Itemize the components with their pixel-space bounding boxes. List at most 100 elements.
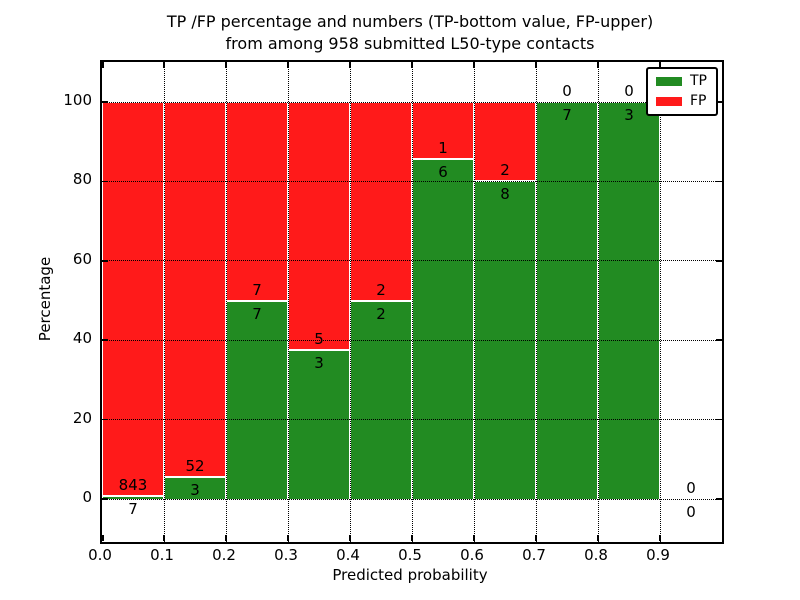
x-tick-top <box>535 62 537 68</box>
chart-title-line1: TP /FP percentage and numbers (TP-bottom… <box>166 12 654 31</box>
tp-count-label-7: 7 <box>562 106 572 124</box>
y-tick-right <box>716 101 722 103</box>
bar-segment-fp-1 <box>164 102 226 478</box>
x-tick-bottom <box>411 535 413 541</box>
gridline-x-0.2 <box>225 62 227 542</box>
y-tick-right <box>716 418 722 421</box>
fp-count-label-6: 2 <box>500 161 510 180</box>
x-tick-bottom <box>163 535 165 541</box>
y-axis-tick-label: 60 <box>72 249 92 268</box>
y-tick-left <box>102 260 108 262</box>
x-tick-bottom <box>287 535 289 541</box>
x-tick-top <box>411 62 413 68</box>
chart-title: TP /FP percentage and numbers (TP-bottom… <box>100 11 720 55</box>
y-tick-left <box>102 498 108 500</box>
x-tick-bottom <box>535 535 537 541</box>
x-tick-top <box>102 62 104 68</box>
y-tick-left <box>102 418 108 421</box>
bar-segment-tp-7 <box>536 102 598 499</box>
x-axis-tick-label: 0.6 <box>460 546 484 564</box>
gridline-x-0.1 <box>163 62 165 542</box>
fp-count-label-5: 1 <box>438 138 448 157</box>
tp-count-label-0: 7 <box>128 499 138 518</box>
bar-segment-fp-0 <box>102 102 164 496</box>
legend-label-fp: FP <box>690 93 707 109</box>
x-tick-top <box>163 62 165 68</box>
x-tick-top <box>287 62 289 68</box>
x-axis-label: Predicted probability <box>332 566 488 584</box>
tp-count-label-1: 3 <box>190 481 200 500</box>
x-tick-top <box>225 62 227 68</box>
x-tick-top <box>349 62 351 68</box>
legend: TP FP <box>646 67 718 116</box>
fp-color-swatch <box>656 97 682 106</box>
tp-color-swatch <box>656 77 682 86</box>
y-tick-left <box>102 339 108 341</box>
bar-segment-fp-6 <box>474 102 536 182</box>
tp-count-label-5: 6 <box>438 162 448 181</box>
bar-segment-fp-2 <box>226 102 288 301</box>
fp-count-label-4: 2 <box>376 280 386 299</box>
fp-count-label-1: 52 <box>185 457 205 476</box>
gridline-x-0.7 <box>535 62 537 542</box>
x-axis-tick-label: 0.2 <box>212 546 236 564</box>
x-axis-tick-label: 0.9 <box>646 546 670 564</box>
y-axis-tick-label: 40 <box>72 329 92 348</box>
fp-count-label-9: 0 <box>686 479 696 497</box>
x-tick-top <box>597 62 599 68</box>
x-axis-tick-label: 0.4 <box>336 546 360 564</box>
fp-count-label-7: 0 <box>562 82 572 100</box>
fp-count-label-8: 0 <box>624 82 634 100</box>
bar-segment-tp-2 <box>226 300 288 499</box>
bar-segment-tp-3 <box>288 350 350 499</box>
tp-count-label-4: 2 <box>376 304 386 323</box>
x-axis-tick-label: 0.8 <box>584 546 608 564</box>
y-tick-left <box>102 180 108 183</box>
tp-count-label-9: 0 <box>686 503 696 521</box>
chart-title-line2: from among 958 submitted L50-type contac… <box>225 34 595 53</box>
x-axis-tick-label: 0.1 <box>150 546 174 564</box>
tp-count-label-3: 3 <box>314 354 324 373</box>
y-tick-right <box>716 260 722 262</box>
x-tick-bottom <box>597 535 599 541</box>
legend-entry-fp: FP <box>656 94 707 109</box>
y-tick-right <box>716 180 722 183</box>
x-axis-tick-label: 0.5 <box>398 546 422 564</box>
tp-count-label-2: 7 <box>252 304 262 323</box>
legend-label-tp: TP <box>690 73 707 89</box>
x-axis-tick-label: 0.7 <box>522 546 546 564</box>
y-tick-right <box>716 498 722 500</box>
bar-segment-tp-4 <box>350 300 412 499</box>
gridline-x-0.5 <box>411 62 413 542</box>
tp-count-label-8: 3 <box>624 106 634 124</box>
gridline-x-0.6 <box>473 62 475 542</box>
x-tick-top <box>473 62 475 68</box>
bar-segment-fp-5 <box>412 102 474 159</box>
x-tick-bottom <box>659 535 661 541</box>
y-axis-tick-label: 100 <box>63 91 92 109</box>
gridline-x-0.3 <box>287 62 289 542</box>
x-tick-bottom <box>349 535 351 541</box>
bar-segment-tp-5 <box>412 158 474 499</box>
fp-count-label-0: 843 <box>118 475 148 494</box>
plot-area: 843 7 52 3 7 7 5 3 2 2 1 6 2 8 0 7 0 3 0 0 <box>100 60 724 544</box>
x-axis-tick-label: 0.0 <box>88 546 112 564</box>
y-axis-tick-label: 20 <box>72 408 92 427</box>
tp-count-label-6: 8 <box>500 185 510 204</box>
bar-segment-fp-3 <box>288 102 350 351</box>
x-tick-bottom <box>102 535 104 541</box>
x-tick-bottom <box>225 535 227 541</box>
x-tick-top <box>659 62 661 68</box>
x-axis-tick-label: 0.3 <box>274 546 298 564</box>
y-axis-tick-label: 80 <box>72 170 92 189</box>
x-tick-bottom <box>473 535 475 541</box>
fp-count-label-2: 7 <box>252 280 262 299</box>
bar-segment-tp-8 <box>598 102 660 499</box>
bar-segment-fp-4 <box>350 102 412 301</box>
gridline-x-0.8 <box>597 62 599 542</box>
gridline-x-0.9 <box>659 62 661 542</box>
gridline-x-0.4 <box>349 62 351 542</box>
y-axis-tick-label: 0 <box>82 488 92 506</box>
fp-count-label-3: 5 <box>314 330 324 349</box>
